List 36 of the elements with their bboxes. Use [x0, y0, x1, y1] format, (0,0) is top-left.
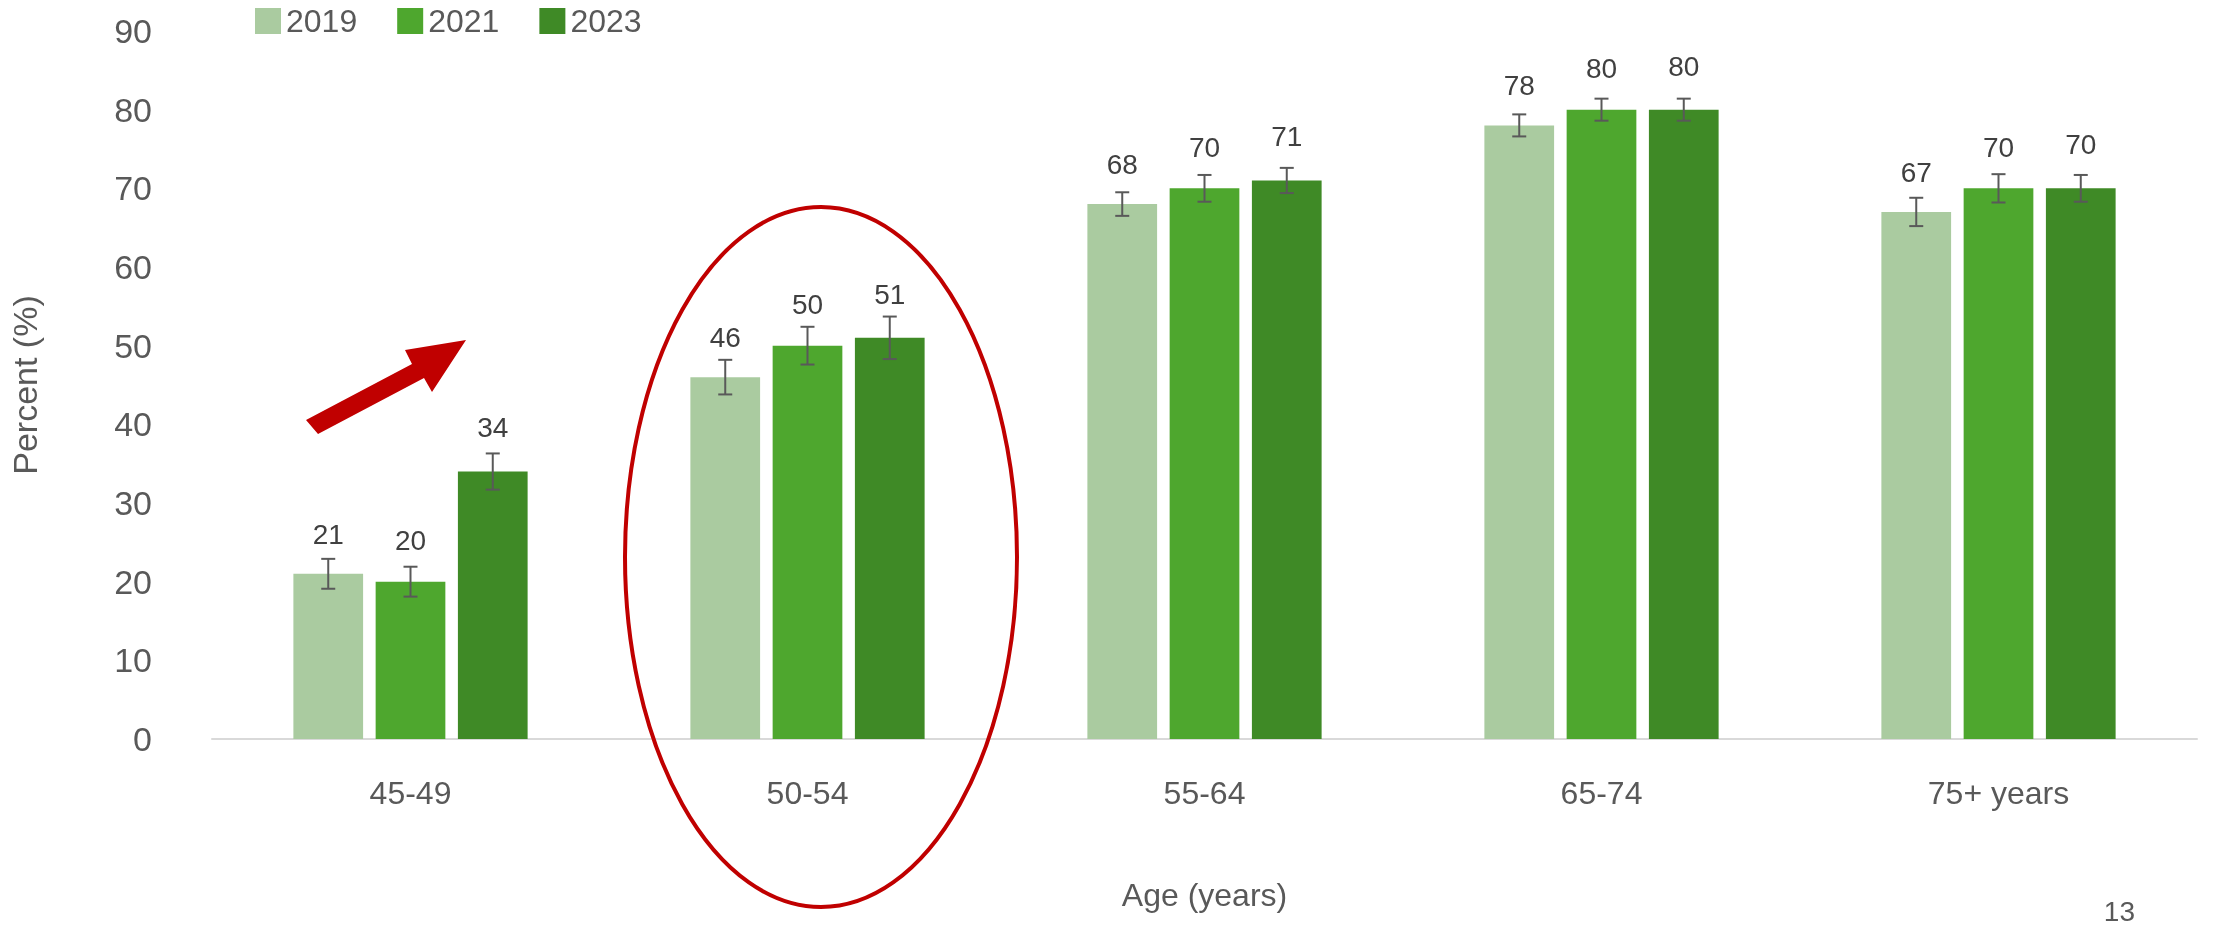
- x-tick-label: 45-49: [369, 775, 452, 811]
- y-tick-label: 70: [114, 169, 152, 208]
- data-label: 21: [312, 518, 344, 550]
- y-tick-label: 50: [114, 326, 152, 365]
- data-label: 67: [1900, 156, 1932, 188]
- y-tick-label: 30: [114, 484, 152, 522]
- data-label: 46: [709, 322, 741, 354]
- y-tick-label: 0: [133, 720, 152, 758]
- data-label: 70: [1188, 131, 1221, 163]
- data-label: 50: [791, 288, 824, 320]
- data-label: 70: [1982, 131, 2015, 163]
- x-axis-title: Age (years): [1121, 877, 1288, 913]
- y-axis-title: Percent (%): [6, 295, 44, 475]
- y-tick-label: 80: [114, 90, 152, 129]
- text: 13: [2103, 896, 2135, 928]
- y-tick-label: 40: [114, 405, 152, 444]
- data-label: 70: [2065, 129, 2097, 161]
- data-label: 78: [1503, 70, 1535, 102]
- data-label: 34: [477, 412, 509, 444]
- x-tick-label: 50-54: [766, 775, 849, 811]
- data-label: 68: [1106, 148, 1138, 180]
- x-tick-label: 75+ years: [1927, 775, 2070, 811]
- data-label: 20: [394, 524, 427, 556]
- data-label: 51: [874, 278, 906, 310]
- x-tick-label: 65-74: [1560, 775, 1643, 811]
- y-tick-label: 90: [114, 12, 152, 50]
- data-label: 80: [1668, 50, 1700, 82]
- data-label: 71: [1271, 121, 1303, 153]
- y-tick-label: 10: [114, 641, 152, 680]
- legend-label: 2019: [286, 3, 358, 39]
- legend-label: 2021: [428, 3, 500, 39]
- y-tick-label: 60: [114, 248, 152, 286]
- data-label: 80: [1585, 52, 1618, 84]
- x-tick-label: 55-64: [1163, 775, 1246, 811]
- y-tick-label: 20: [114, 562, 152, 601]
- legend-label: 2023: [570, 3, 642, 39]
